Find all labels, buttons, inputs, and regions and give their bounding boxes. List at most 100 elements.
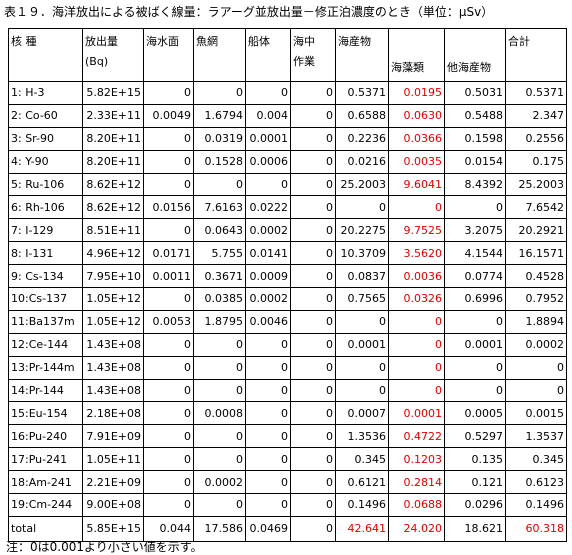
cell: 0 — [245, 424, 291, 449]
cell: 0 — [290, 424, 336, 449]
cell: 0 — [290, 355, 336, 380]
data-row: 19:Cm-244 9.00E+08 0 0 0 0 0.1496 0.0688 0.0296 0… — [8, 493, 567, 517]
cell: 0 — [245, 355, 291, 380]
row-label: 9: Cs-134 — [8, 264, 83, 289]
data-row: 7: I-129 8.51E+11 0 0.0643 0.0002 0 20.2275 9.7… — [8, 218, 567, 243]
cell: 0 — [444, 378, 506, 403]
cell: 0 — [290, 332, 336, 357]
data-row: 1: H-3 5.82E+15 0 0 0 0 0.5371 0.0195 0.5031 0.53… — [8, 81, 567, 105]
cell: 0 — [290, 195, 336, 220]
cell: 0.6996 — [444, 287, 506, 311]
cell: 4.1544 — [444, 241, 506, 266]
cell: 0.0053 — [143, 309, 194, 334]
cell: 0.175 — [505, 149, 567, 174]
cell: 60.318 — [505, 515, 567, 542]
cell: 0.5297 — [444, 424, 506, 449]
cell: 1.8795 — [193, 309, 246, 334]
cell: 0 — [290, 401, 336, 426]
cell: 0 — [290, 378, 336, 403]
header-row: 核 種放出量 (Bq) 海水面 魚網 船体 海中 作業 海産物 海藻類 他海産物 合計 — [8, 28, 567, 82]
cell: 0.5031 — [444, 81, 506, 105]
cell: 0 — [444, 195, 506, 220]
cell: 0.0008 — [193, 401, 246, 426]
header-cell: 船体 — [245, 28, 291, 82]
row-label: 1: H-3 — [8, 81, 83, 105]
cell: 0.5371 — [505, 81, 567, 105]
cell: 18.621 — [444, 515, 506, 542]
cell: 0.345 — [335, 447, 389, 472]
row-label: 13:Pr-144m — [8, 355, 83, 380]
cell: 0.1496 — [335, 493, 389, 517]
cell: 0.0006 — [245, 149, 291, 174]
cell: 0.0141 — [245, 241, 291, 266]
cell: 0 — [290, 287, 336, 311]
cell: 4.96E+12 — [82, 241, 144, 266]
row-label: 15:Eu-154 — [8, 401, 83, 426]
cell: 0 — [290, 447, 336, 472]
cell: 0 — [193, 447, 246, 472]
data-row: 5: Ru-106 8.62E+12 0 0 0 0 25.2003 9.6041 8.4392… — [8, 172, 567, 197]
cell: 0.0046 — [245, 309, 291, 334]
cell: 0 — [290, 493, 336, 517]
cell: 0 — [143, 447, 194, 472]
cell: 8.62E+12 — [82, 195, 144, 220]
cell: 1.43E+08 — [82, 355, 144, 380]
cell: 0 — [143, 172, 194, 197]
cell: 0 — [335, 378, 389, 403]
cell: 0 — [335, 355, 389, 380]
cell: 0 — [143, 149, 194, 174]
header-cell: 海水面 — [143, 28, 194, 82]
cell: 0 — [143, 332, 194, 357]
cell: 0.0001 — [245, 126, 291, 151]
cell: 7.95E+10 — [82, 264, 144, 289]
cell: 3.5620 — [388, 241, 445, 266]
cell: 0 — [193, 378, 246, 403]
cell: 0 — [388, 309, 445, 334]
cell: 0 — [193, 332, 246, 357]
cell: 0 — [143, 470, 194, 495]
cell: 0 — [143, 355, 194, 380]
cell: 0.0011 — [143, 264, 194, 289]
cell: 0.345 — [505, 447, 567, 472]
cell: 0.5371 — [335, 81, 389, 105]
cell: 0.6588 — [335, 103, 389, 128]
data-row: 15:Eu-154 2.18E+08 0 0.0008 0 0 0.0007 0.0001 0.… — [8, 401, 567, 426]
cell: 7.6163 — [193, 195, 246, 220]
data-row: 12:Ce-144 1.43E+08 0 0 0 0 0.0001 0 0.0001 0.0002 — [8, 332, 567, 357]
cell: 0.0002 — [193, 470, 246, 495]
cell: 0.135 — [444, 447, 506, 472]
cell: 5.82E+15 — [82, 81, 144, 105]
cell: 0.4722 — [388, 424, 445, 449]
cell: 0.3671 — [193, 264, 246, 289]
cell: 0.0222 — [245, 195, 291, 220]
cell: 0 — [290, 515, 336, 542]
cell: 0 — [444, 355, 506, 380]
row-label: 19:Cm-244 — [8, 493, 83, 517]
data-row: 3: Sr-90 8.20E+11 0 0.0319 0.0001 0 0.2236 0.03… — [8, 126, 567, 151]
cell: 20.2921 — [505, 218, 567, 243]
cell: 0 — [290, 149, 336, 174]
cell: 0.7952 — [505, 287, 567, 311]
cell: 8.51E+11 — [82, 218, 144, 243]
cell: 0.2814 — [388, 470, 445, 495]
cell: 0 — [290, 218, 336, 243]
cell: 0.0469 — [245, 515, 291, 542]
cell: 0 — [143, 493, 194, 517]
cell: 0.0035 — [388, 149, 445, 174]
cell: 0 — [193, 424, 246, 449]
cell: 0.004 — [245, 103, 291, 128]
cell: 0.0002 — [245, 218, 291, 243]
data-row: 14:Pr-144 1.43E+08 0 0 0 0 0 0 0 0 — [8, 378, 567, 403]
cell: 0.0154 — [444, 149, 506, 174]
cell: 0.5488 — [444, 103, 506, 128]
cell: 0 — [335, 195, 389, 220]
cell: 0.0643 — [193, 218, 246, 243]
cell: 0.0005 — [444, 401, 506, 426]
cell: 0 — [245, 81, 291, 105]
cell: 0.0001 — [444, 332, 506, 357]
cell: 0 — [290, 81, 336, 105]
cell: 0 — [143, 218, 194, 243]
data-row: 18:Am-241 2.21E+09 0 0.0002 0 0 0.6121 0.2814 0.… — [8, 470, 567, 495]
data-row: 16:Pu-240 7.91E+09 0 0 0 0 1.3536 0.4722 0.5297 1… — [8, 424, 567, 449]
cell: 8.4392 — [444, 172, 506, 197]
